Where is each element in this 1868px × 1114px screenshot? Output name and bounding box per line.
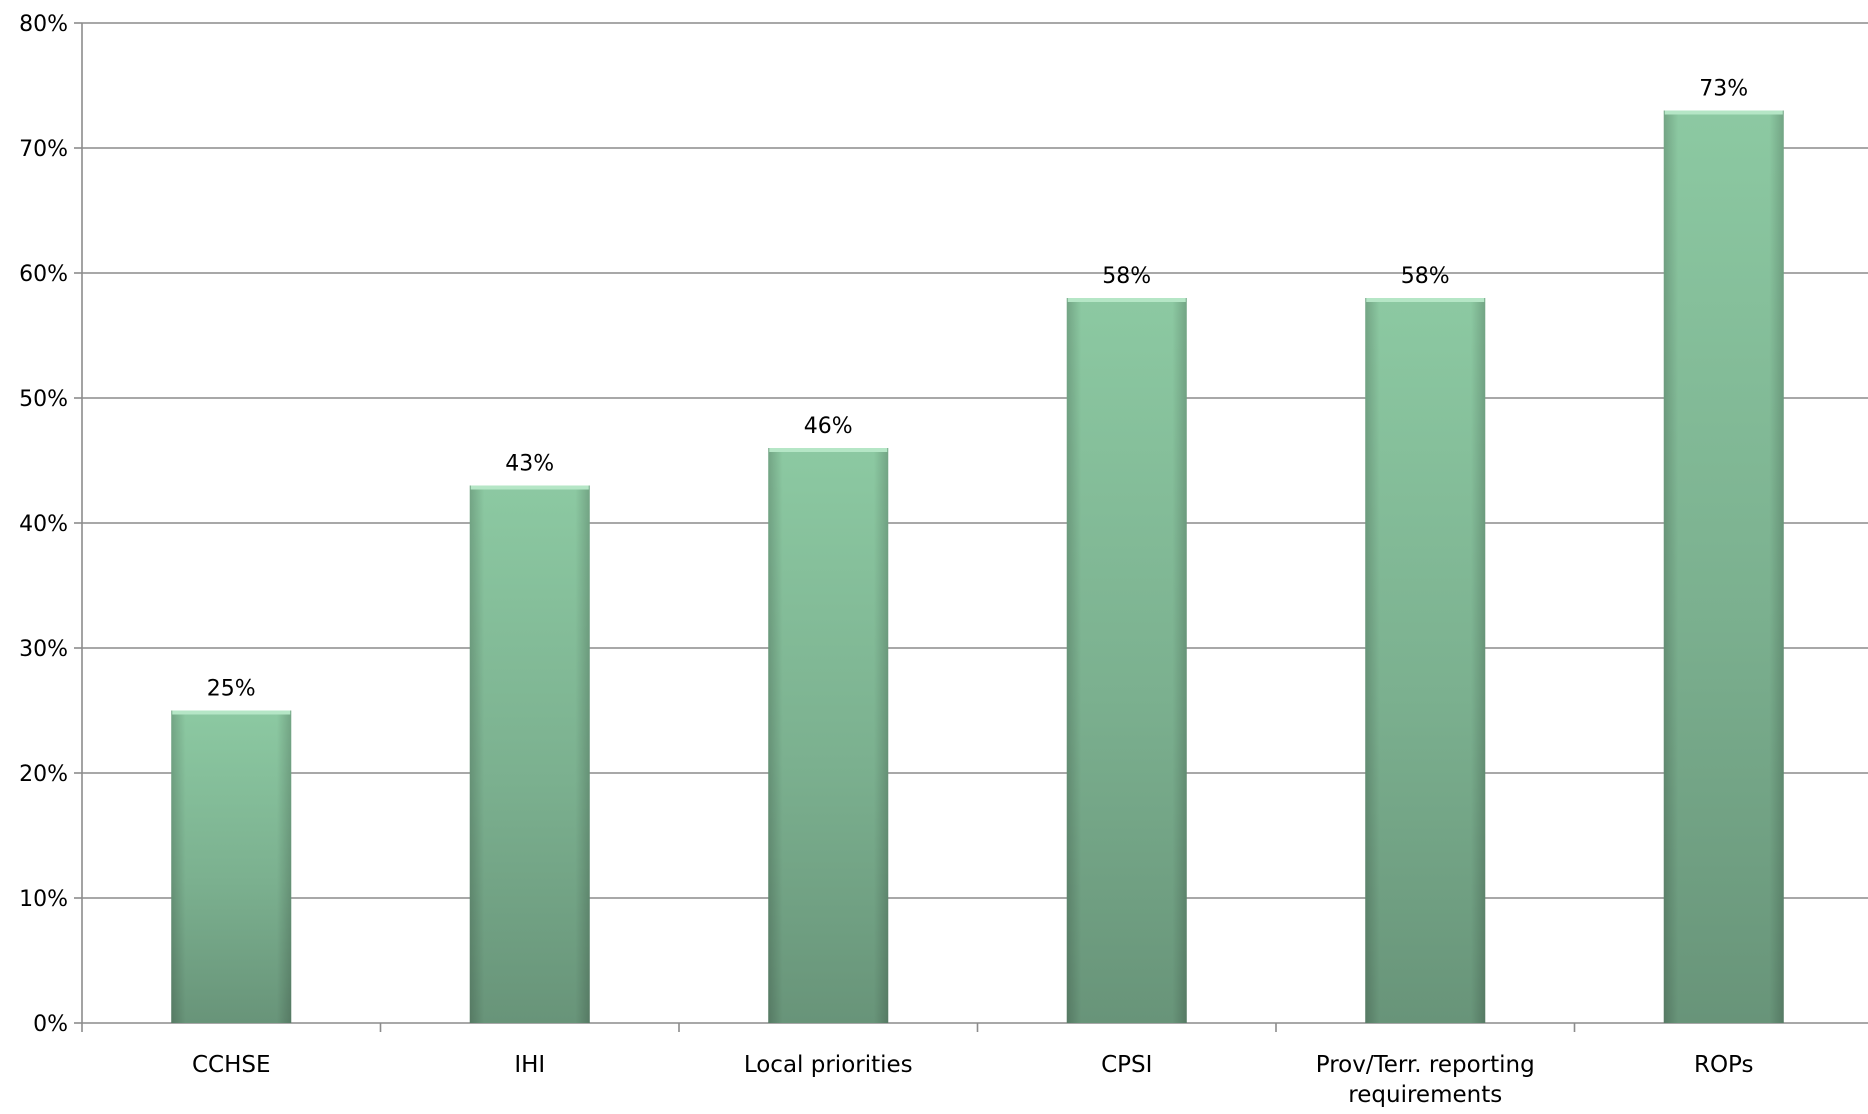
- data-label: 73%: [1699, 77, 1748, 102]
- x-category-label: Local priorities: [744, 1052, 913, 1078]
- bar-cap: [769, 448, 888, 452]
- data-label: 25%: [207, 677, 256, 702]
- bar-cap: [1067, 298, 1186, 302]
- y-tick-label: 10%: [19, 887, 68, 912]
- bar-shading: [1066, 298, 1187, 1023]
- bar-shading: [1663, 110, 1784, 1023]
- bar-cap: [172, 710, 291, 715]
- bar-shading: [171, 710, 292, 1023]
- y-tick-label: 0%: [33, 1012, 68, 1037]
- y-tick-label: 40%: [19, 512, 68, 537]
- data-label: 58%: [1401, 264, 1450, 289]
- bars: [171, 110, 1784, 1023]
- axes: [74, 22, 1868, 1032]
- y-tick-label: 30%: [19, 637, 68, 662]
- bar-group: [1663, 110, 1784, 1023]
- bar-group: [1066, 298, 1187, 1023]
- y-tick-label: 60%: [19, 262, 68, 287]
- bar-shading: [1365, 298, 1486, 1023]
- x-category-label: CPSI: [1101, 1052, 1152, 1078]
- x-category-label: ROPs: [1694, 1052, 1754, 1078]
- y-tick-label: 70%: [19, 137, 68, 162]
- gridlines: [82, 22, 1868, 899]
- data-label: 58%: [1102, 264, 1151, 289]
- bar-cap: [470, 485, 589, 490]
- bar-group: [171, 710, 292, 1023]
- y-tick-label: 20%: [19, 762, 68, 787]
- bar-shading: [469, 485, 590, 1023]
- bar-group: [469, 485, 590, 1023]
- y-tick-label: 80%: [19, 12, 68, 37]
- data-label: 43%: [505, 452, 554, 477]
- y-tick-label: 50%: [19, 387, 68, 412]
- x-category-label: CCHSE: [192, 1052, 271, 1078]
- x-category-label: IHI: [514, 1052, 545, 1078]
- bar-group: [1365, 298, 1486, 1023]
- bar-group: [768, 448, 889, 1023]
- x-category-label: Prov/Terr. reporting: [1316, 1052, 1535, 1078]
- data-label: 46%: [804, 414, 853, 439]
- bar-cap: [1664, 110, 1783, 115]
- labels: 0% 10% 20% 30% 40% 50% 60% 70% 80% 25% CCHSE 43% IHI…: [19, 12, 1753, 1108]
- bar-shading: [768, 448, 889, 1023]
- x-category-label: requirements: [1348, 1082, 1502, 1108]
- bar-cap: [1366, 298, 1485, 302]
